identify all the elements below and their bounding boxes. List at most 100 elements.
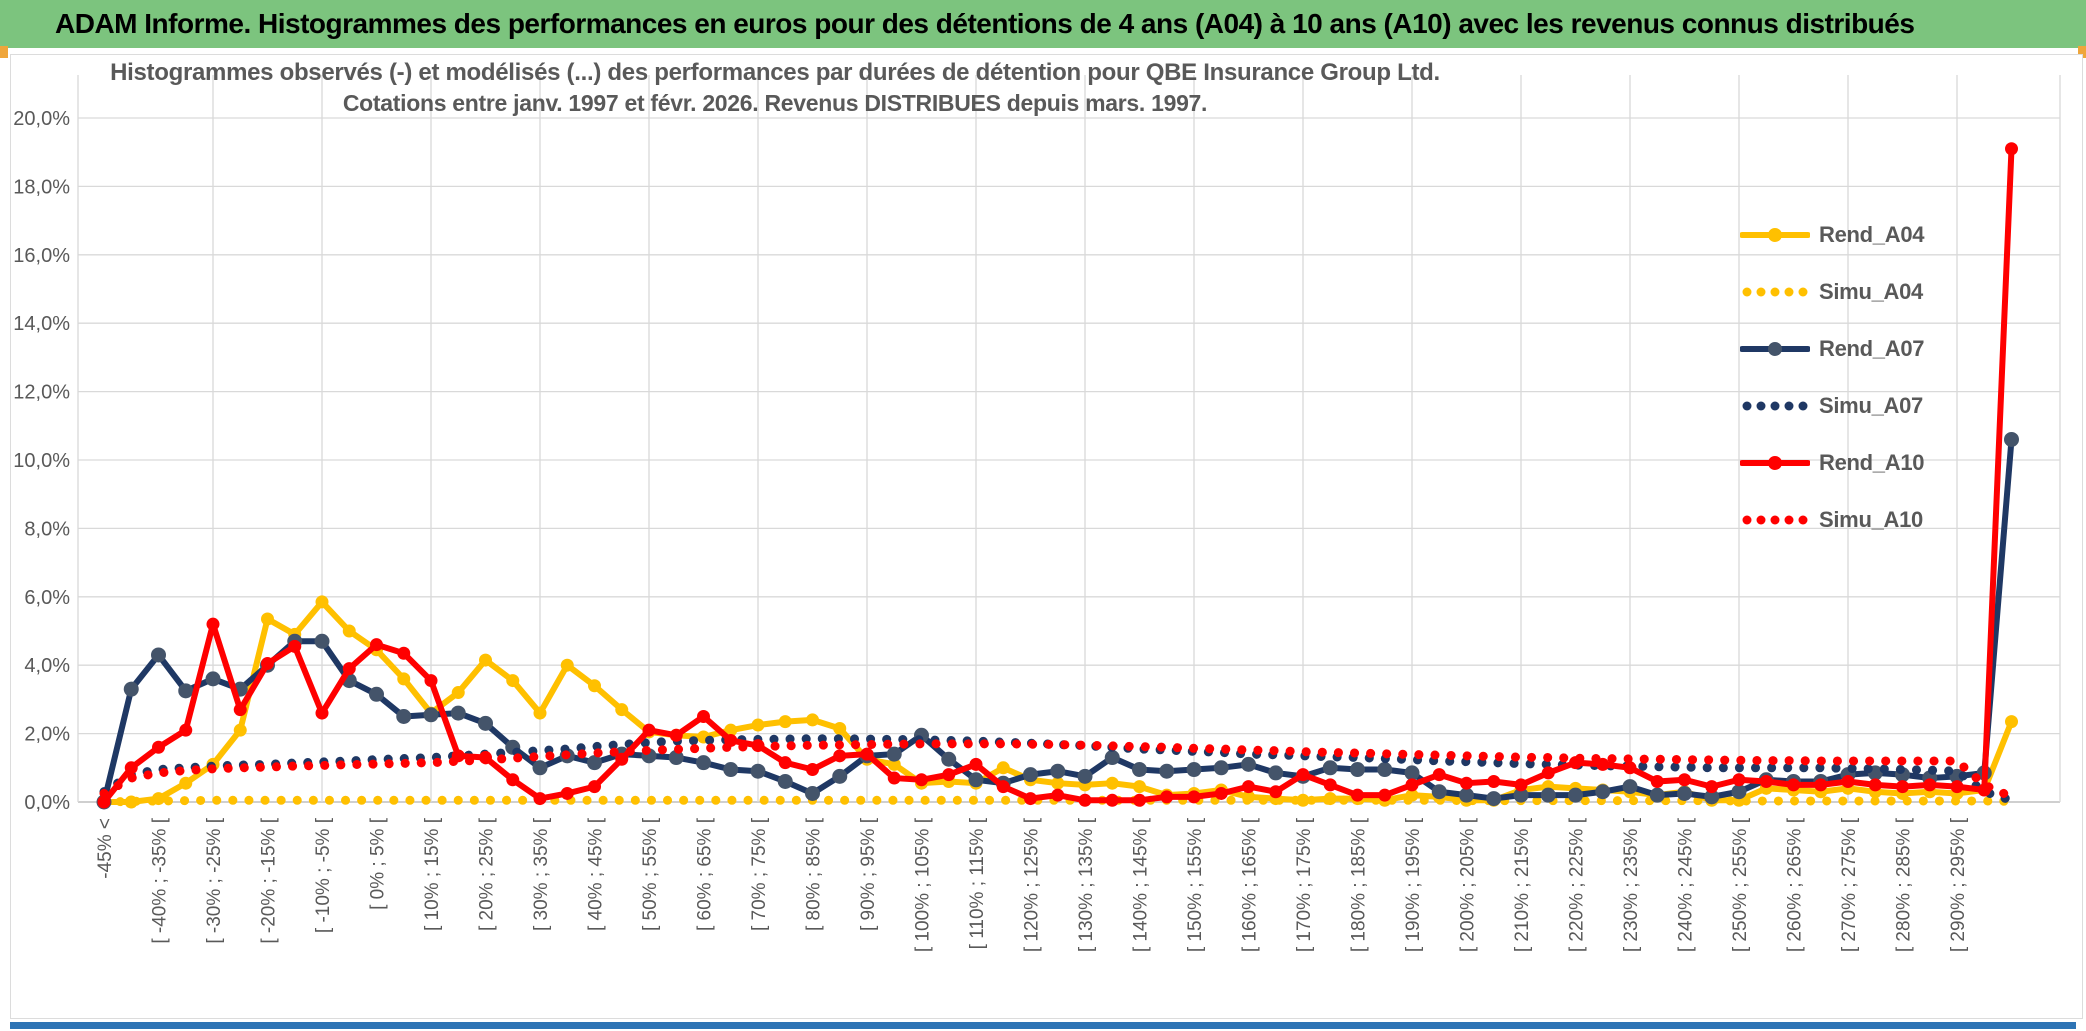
series-marker-Rend_A07 (723, 762, 739, 778)
series-marker-Rend_A07 (1023, 767, 1038, 783)
series-marker-Rend_A07 (968, 772, 984, 788)
series-marker-Rend_A04 (533, 706, 547, 720)
series-marker-Rend_A07 (1677, 785, 1692, 801)
series-marker-Rend_A10 (1650, 774, 1664, 788)
series-marker-Rend_A10 (1296, 768, 1310, 782)
legend-item-simu-a10: Simu_A10 (1740, 491, 2000, 548)
y-tick-label: 10,0% (13, 450, 70, 472)
series-marker-Rend_A10 (1024, 792, 1037, 806)
y-tick-label: 14,0% (13, 313, 70, 335)
series-marker-Rend_A10 (915, 773, 928, 787)
x-tick-label: [ 10% ; 15% [ (422, 817, 443, 931)
x-tick-label: -45% < (95, 818, 116, 879)
y-tick-label: 0,0% (24, 792, 70, 814)
series-marker-Rend_A07 (178, 683, 194, 699)
x-tick-label: [ -30% ; -25% [ (204, 817, 225, 943)
series-marker-Rend_A10 (1378, 788, 1392, 802)
series-marker-Rend_A10 (97, 795, 111, 809)
series-marker-Rend_A10 (806, 763, 819, 777)
series-marker-Rend_A07 (1186, 762, 1202, 778)
series-marker-Rend_A10 (1541, 766, 1555, 780)
series-marker-Rend_A10 (996, 780, 1010, 794)
series-marker-Rend_A10 (1732, 773, 1746, 787)
series-marker-Rend_A07 (1104, 750, 1120, 766)
series-marker-Rend_A04 (2005, 715, 2018, 729)
y-tick-label: 16,0% (13, 245, 70, 267)
x-tick-label: [ 100% ; 105% [ (913, 817, 934, 952)
x-tick-label: [ 170% ; 175% [ (1294, 817, 1315, 952)
series-marker-Rend_A10 (261, 656, 274, 670)
y-tick-label: 6,0% (24, 587, 70, 609)
legend: Rend_A04 Simu_A04 Rend_A07 Simu_A07 Rend… (1739, 206, 2000, 548)
series-marker-Rend_A10 (560, 786, 574, 800)
series-marker-Rend_A07 (1622, 779, 1638, 795)
series-marker-Rend_A10 (1242, 780, 1255, 794)
legend-swatch-rend-a10 (1739, 453, 1811, 473)
series-marker-Rend_A10 (942, 768, 956, 782)
series-marker-Rend_A10 (588, 780, 601, 794)
chart-title: Histogrammes observés (-) et modélisés (… (0, 58, 1550, 118)
series-marker-Rend_A10 (1269, 785, 1283, 799)
series-marker-Rend_A07 (1159, 763, 1175, 779)
series-marker-Rend_A10 (2005, 142, 2018, 156)
series-marker-Rend_A04 (342, 624, 356, 638)
series-marker-Rend_A07 (1322, 760, 1338, 776)
series-marker-Rend_A07 (750, 763, 766, 779)
series-marker-Rend_A10 (1896, 780, 1909, 794)
series-marker-Rend_A07 (450, 705, 466, 721)
series-marker-Rend_A07 (941, 751, 957, 767)
series-marker-Rend_A10 (206, 617, 220, 631)
series-marker-Rend_A04 (261, 612, 274, 626)
series-marker-Rend_A04 (315, 595, 329, 609)
series-marker-Rend_A07 (396, 709, 412, 724)
series-marker-Rend_A07 (777, 773, 793, 789)
series-marker-Rend_A07 (369, 686, 384, 702)
series-marker-Rend_A04 (806, 713, 819, 727)
series-marker-Rend_A10 (1432, 768, 1446, 782)
series-marker-Rend_A07 (1077, 768, 1093, 784)
series-marker-Rend_A04 (996, 761, 1010, 775)
x-tick-label: [ 50% ; 55% [ (640, 817, 661, 931)
series-marker-Rend_A07 (1486, 791, 1502, 807)
x-tick-label: [ 120% ; 125% [ (1022, 817, 1043, 952)
series-marker-Rend_A10 (969, 757, 983, 771)
series-marker-Rend_A07 (314, 633, 330, 649)
series-marker-Rend_A07 (1350, 762, 1365, 778)
legend-swatch-simu-a07 (1740, 396, 1810, 416)
series-marker-Rend_A04 (233, 723, 247, 737)
series-marker-Rend_A07 (832, 768, 848, 784)
legend-item-simu-a07: Simu_A07 (1740, 377, 2000, 434)
series-marker-Rend_A10 (506, 773, 520, 787)
x-tick-label: [ 150% ; 155% [ (1185, 817, 1206, 952)
series-marker-Rend_A10 (669, 728, 683, 742)
series-marker-Rend_A10 (642, 723, 656, 737)
x-tick-label: [ 250% ; 255% [ (1730, 817, 1751, 952)
x-tick-label: [ 0% ; 5% [ (368, 817, 389, 910)
x-tick-label: [ 130% ; 135% [ (1076, 817, 1097, 952)
x-tick-label: [ 140% ; 145% [ (1131, 817, 1152, 952)
series-marker-Rend_A10 (1814, 778, 1828, 792)
x-tick-label: [ 90% ; 95% [ (858, 817, 879, 931)
series-marker-Rend_A04 (1051, 776, 1065, 790)
series-marker-Rend_A10 (124, 761, 138, 775)
series-marker-Rend_A07 (587, 755, 602, 771)
legend-label: Rend_A07 (1819, 335, 1925, 361)
series-marker-Rend_A07 (1459, 787, 1474, 803)
legend-item-rend-a10: Rend_A10 (1739, 434, 2000, 491)
x-tick-label: [ 270% ; 275% [ (1839, 817, 1860, 952)
series-marker-Rend_A04 (1105, 776, 1119, 790)
series-marker-Rend_A04 (479, 653, 492, 667)
series-marker-Rend_A07 (696, 755, 711, 771)
series-marker-Rend_A07 (1513, 787, 1529, 803)
series-marker-Rend_A07 (205, 671, 221, 687)
series-marker-Rend_A04 (451, 686, 465, 700)
series-marker-Rend_A10 (1787, 778, 1800, 792)
legend-label: Simu_A04 (1819, 278, 1923, 304)
series-marker-Rend_A07 (1568, 787, 1583, 803)
series-marker-Rend_A10 (1214, 786, 1228, 800)
series-marker-Rend_A07 (2004, 431, 2019, 447)
series-marker-Rend_A10 (1623, 761, 1637, 775)
header-title: ADAM Informe. Histogrammes des performan… (55, 8, 1915, 39)
series-marker-Rend_A10 (860, 747, 874, 761)
